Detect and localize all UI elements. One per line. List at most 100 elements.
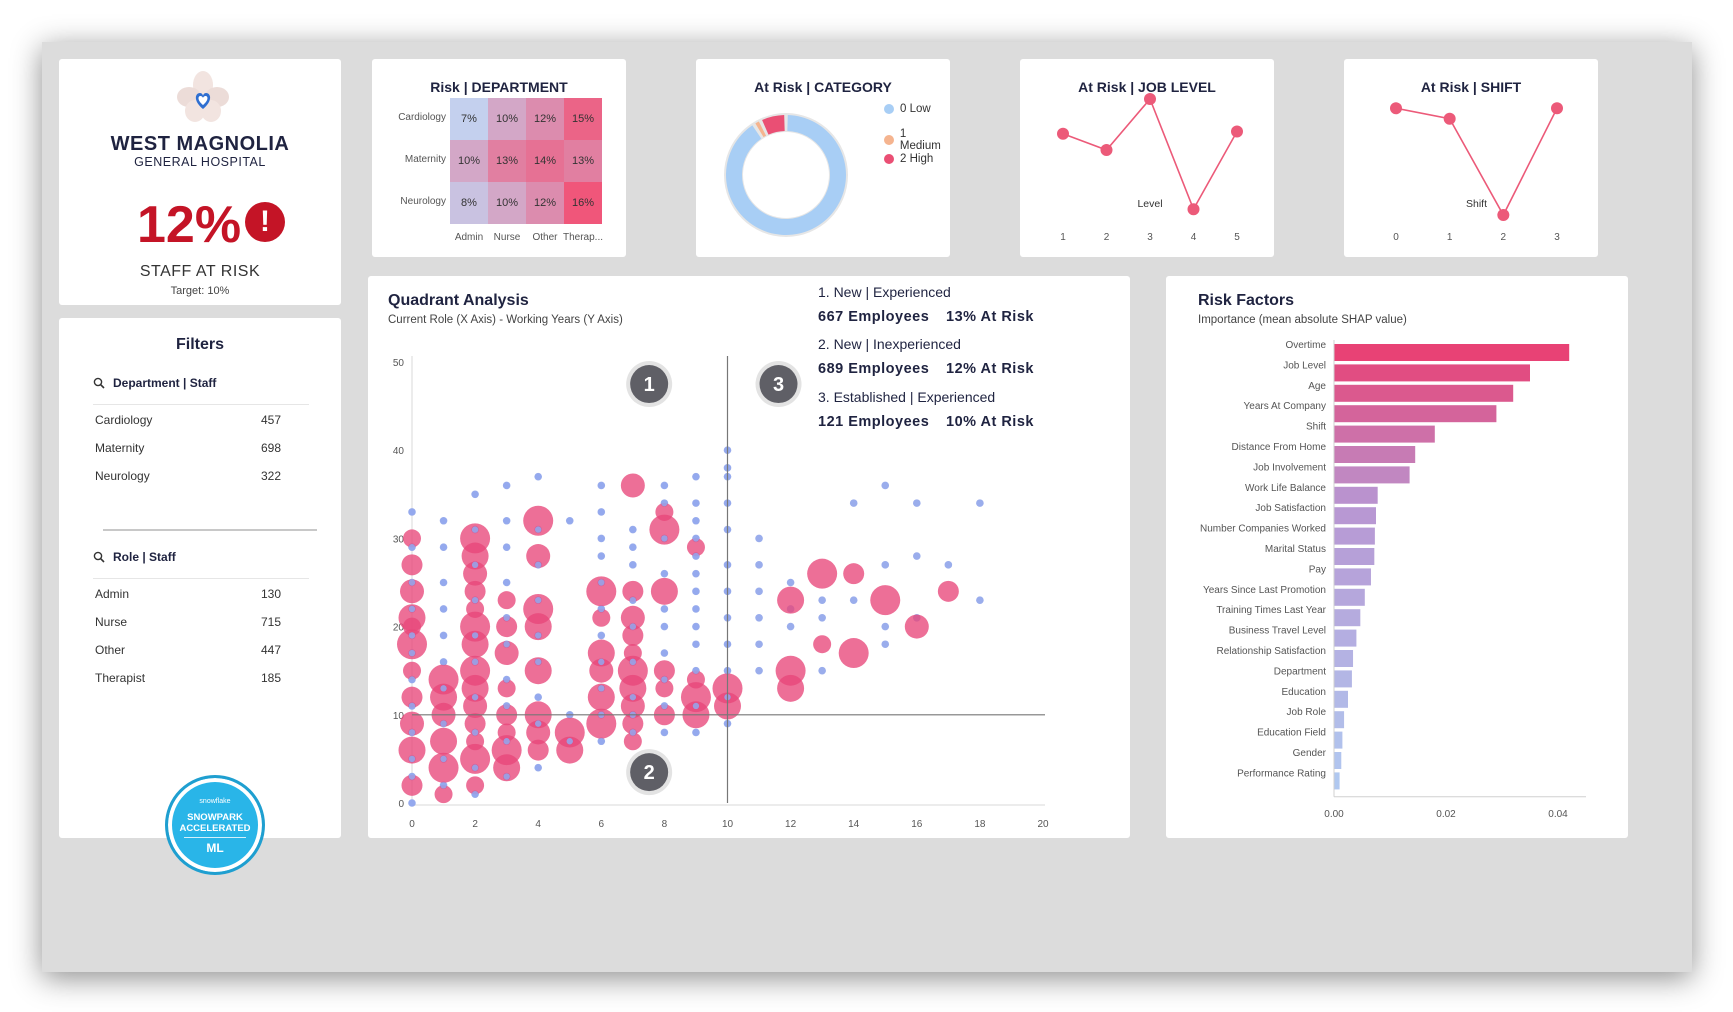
scatter-point-not-at-risk [471, 491, 479, 498]
bar [1334, 670, 1352, 688]
divider [93, 578, 309, 579]
bar-label: Number Companies Worked [1200, 524, 1326, 535]
x-tick-label: 5 [1234, 232, 1240, 243]
bar-label: Education [1282, 687, 1326, 698]
scatter-point-not-at-risk [881, 481, 890, 490]
heatmap-cell[interactable]: 10% [488, 98, 526, 140]
scatter-point-not-at-risk [535, 720, 542, 727]
bar [1334, 609, 1361, 627]
heatmap-cell[interactable]: 13% [564, 140, 602, 182]
badge-line-3: ML [206, 841, 224, 855]
heatmap-cell[interactable]: 12% [526, 182, 564, 224]
scatter-point-not-at-risk [471, 764, 479, 771]
heatmap-cell[interactable]: 15% [564, 98, 602, 140]
at-risk-category-donut [724, 113, 848, 237]
scatter-point-not-at-risk [471, 693, 479, 701]
scatter-point-at-risk [464, 580, 486, 602]
bar-label: Performance Rating [1237, 768, 1326, 779]
hospital-subtitle: GENERAL HOSPITAL [134, 155, 266, 169]
scatter-point-not-at-risk [849, 596, 858, 604]
heatmap-cell[interactable]: 10% [488, 182, 526, 224]
staff-at-risk-value: 12% [137, 196, 242, 254]
filter-item-nurse[interactable]: Nurse 715 [95, 615, 281, 629]
filter-item-label: Other [95, 643, 126, 657]
scatter-point-not-at-risk [755, 534, 763, 543]
scatter-point-not-at-risk [471, 790, 479, 798]
scatter-point-at-risk [428, 664, 459, 695]
magnolia-heart-logo-icon [177, 71, 229, 122]
scatter-point-at-risk [403, 661, 421, 680]
role-filter-header[interactable]: Role | Staff [93, 550, 176, 564]
x-tick-label: 2 [472, 819, 478, 830]
filter-item-neurology[interactable]: Neurology 322 [95, 469, 281, 483]
heatmap-cell[interactable]: 8% [450, 182, 488, 224]
bar [1334, 486, 1378, 504]
heatmap-cell[interactable]: 10% [450, 140, 488, 182]
bar [1334, 548, 1375, 565]
department-filter-header[interactable]: Department | Staff [93, 376, 216, 390]
heatmap-cell[interactable]: 13% [488, 140, 526, 182]
legend-swatch [884, 154, 894, 164]
bar-label: Business Travel Level [1229, 626, 1326, 637]
filter-item-therapist[interactable]: Therapist 185 [95, 671, 281, 685]
bar-label: Pay [1309, 564, 1326, 575]
scatter-point-not-at-risk [471, 526, 479, 533]
role-filter-label: Role | Staff [113, 550, 176, 564]
quadrant-marker-2 [630, 753, 669, 792]
scatter-point-not-at-risk [598, 535, 605, 542]
data-point [1144, 93, 1156, 105]
quadrant-subtitle: Current Role (X Axis) - Working Years (Y… [388, 314, 623, 326]
bar [1334, 384, 1514, 402]
risk-factors-title: Risk Factors [1198, 292, 1295, 309]
x-tick-label: 0.00 [1324, 809, 1344, 820]
scatter-point-not-at-risk [535, 693, 542, 701]
scatter-point-not-at-risk [661, 649, 668, 657]
scatter-point-not-at-risk [408, 676, 416, 683]
scatter-point-not-at-risk [661, 729, 668, 736]
scatter-point-at-risk [838, 638, 869, 669]
scatter-point-at-risk [466, 599, 485, 618]
scatter-point-at-risk [680, 682, 711, 713]
filter-item-cardiology[interactable]: Cardiology 457 [95, 413, 281, 427]
bar [1334, 364, 1530, 382]
heatmap-cell[interactable]: 12% [526, 98, 564, 140]
scatter-point-not-at-risk [535, 658, 542, 666]
x-tick-label: 1 [1060, 232, 1066, 243]
legend-label: 0 Low [900, 103, 931, 115]
scatter-point-not-at-risk [408, 508, 416, 516]
scatter-point-not-at-risk [755, 587, 763, 596]
heatmap-cell[interactable]: 7% [450, 98, 488, 140]
legend-swatch [884, 104, 894, 114]
bar-label: Education Field [1257, 728, 1326, 739]
bar-label: Years Since Last Promotion [1203, 585, 1326, 596]
y-tick-label: 30 [393, 534, 405, 545]
scatter-point-not-at-risk [440, 782, 447, 789]
scatter-point-at-risk [401, 686, 423, 708]
heatmap-cell[interactable]: 16% [564, 182, 602, 224]
y-tick-label: 20 [393, 623, 405, 634]
filter-item-maternity[interactable]: Maternity 698 [95, 441, 281, 455]
filter-item-admin[interactable]: Admin 130 [95, 587, 281, 601]
scatter-point-at-risk [497, 723, 516, 742]
bar [1334, 425, 1435, 443]
scatter-point-not-at-risk [535, 596, 542, 604]
scatter-point-not-at-risk [535, 473, 542, 480]
heatmap-cell[interactable]: 14% [526, 140, 564, 182]
scatter-point-at-risk [403, 529, 421, 548]
filter-item-other[interactable]: Other 447 [95, 643, 281, 657]
scatter-point-not-at-risk [786, 622, 795, 631]
bar [1334, 752, 1342, 769]
bar-label: Job Role [1287, 707, 1327, 718]
quadrant-summary-count-1: 667 Employees [818, 309, 930, 325]
heatmap-row-label: Maternity [404, 154, 446, 165]
scatter-point-at-risk [649, 514, 680, 545]
filter-item-count: 130 [260, 587, 281, 601]
bar-label: Training Times Last Year [1216, 605, 1326, 616]
bar [1334, 446, 1416, 463]
scatter-point-at-risk [524, 657, 552, 685]
dashboard-frame: WEST MAGNOLIA GENERAL HOSPITAL 12% ! STA… [42, 42, 1692, 972]
filters-card: Filters Department | Staff Cardiology 457… [59, 318, 341, 875]
scatter-point-not-at-risk [661, 676, 668, 683]
scatter-point-not-at-risk [692, 535, 700, 542]
x-tick-label: 4 [535, 819, 541, 830]
